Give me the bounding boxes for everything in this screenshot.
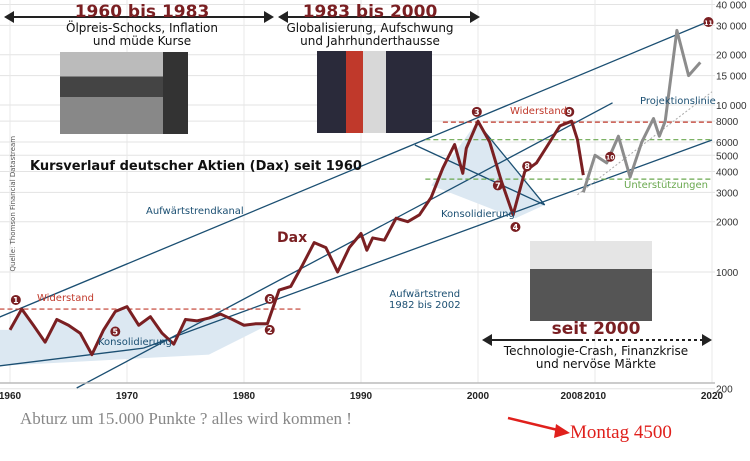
era-1-subtitle: Ölpreis-Schocks, Inflation und müde Kurse [66,21,218,48]
y-tick-label: 2000 [716,218,739,229]
trend-lines [0,19,713,389]
y-tick-label: 30 000 [716,21,747,32]
label-aufwaertstrendkanal: Aufwärtstrendkanal [146,206,244,217]
era-arrows [4,11,712,438]
y-tick-label: 20 000 [716,51,747,62]
x-tick-label: 2000 [467,391,490,402]
marker-label: 3 [474,108,480,117]
footer-montag: Montag 4500 [570,422,672,443]
markers: 1 2 3 4 5 6 7 8 9 10 11 [10,17,714,337]
marker-label: 1 [13,296,19,305]
x-tick-label: 1970 [116,391,139,402]
x-tick-label: 1980 [233,391,256,402]
label-konsolidierung-1: Konsolidierung [98,337,172,348]
era-2-subtitle: Globalisierung, Aufschwung und Jahrhunder… [286,21,454,48]
y-tick-label: 40 000 [716,0,747,11]
konsolidierung-area-2 [431,122,545,219]
red-arrow-head-icon [554,424,570,438]
trend-line [143,139,713,349]
y-tick-label: 6000 [716,138,739,149]
marker-circle [605,151,616,162]
marker-circle [510,221,521,232]
y-tick-label: 4000 [716,167,739,178]
marker-circle [703,17,714,28]
x-tick-label: 2010 [584,391,607,402]
y-tick-label: 8000 [716,117,739,128]
marker-circle [492,180,503,191]
arrow-right-icon [470,11,480,23]
arrow-right-icon [702,334,712,346]
x-tick-label: 2008 [560,391,583,402]
x-tick-label: 1960 [0,391,22,402]
label-projektionslinie: Projektionslinie [640,96,716,107]
x-tick-label: 1990 [350,391,373,402]
label-dax: Dax [277,230,308,246]
photo-reagan-gorbachev [317,51,432,133]
marker-label: 4 [513,223,519,232]
marker-label: 2 [267,326,273,335]
era-3-title: seit 2000 [551,319,641,339]
marker-label: 8 [524,162,530,171]
marker-circle [522,161,533,172]
label-widerstand-2: Widerstand [510,106,568,117]
marker-label: 7 [495,181,501,190]
marker-label: 5 [113,328,119,337]
marker-circle [264,324,275,335]
label-aufwaertstrend: Aufwärtstrend 1982 bis 2002 [389,289,461,311]
projection-line-line [577,91,713,196]
trend-line [76,102,613,389]
era-3-subtitle: Technologie-Crash, Finanzkrise und nervös… [503,344,689,371]
label-konsolidierung-2: Konsolidierung [441,209,515,220]
source-note: Quelle: Thomson Financial Datastream [9,135,18,272]
arrow-left-icon [278,11,288,23]
konsolidierung-area-1 [0,309,268,366]
marker-circle [110,326,121,337]
chart-title: Kursverlauf deutscher Aktien (Dax) seit … [30,159,362,174]
y-tick-label: 3000 [716,188,739,199]
marker-label: 6 [267,295,273,304]
marker-label: 11 [704,20,712,27]
trend-line [0,347,144,367]
y-axis: 200 1000 2000 3000 4000 5000 6000 8000 10 000 15 … [716,0,747,395]
photo-autobahn-cyclists [60,52,188,134]
y-tick-label: 200 [716,385,733,396]
trend-line [0,19,713,318]
y-tick-label: 5000 [716,151,739,162]
footer-comment: Abturz um 15.000 Punkte ? alles wird kom… [20,409,352,428]
marker-circle [10,294,21,305]
y-tick-label: 10 000 [716,101,747,112]
marker-label: 9 [566,108,572,117]
marker-label: 10 [606,155,614,162]
marker-circle [264,293,275,304]
arrow-left-icon [482,334,492,346]
y-tick-label: 15 000 [716,72,747,83]
trend-line [476,121,546,206]
series [8,28,702,357]
y-tick-label: 1000 [716,268,739,279]
arrow-right-icon [264,11,274,23]
marker-circle [564,106,575,117]
arrow-left-icon [4,11,14,23]
label-widerstand-1: Widerstand [37,293,95,304]
era-1-title: 1960 bis 1983 [74,2,210,22]
photo-traders [530,241,652,321]
series-projektion [581,28,702,193]
trend-line [414,144,545,206]
shaded-areas [0,122,545,366]
label-unterstuetzungen: Unterstützungen [624,180,708,191]
series-dax [8,119,585,357]
marker-circle [471,106,482,117]
era-2-title: 1983 bis 2000 [302,2,438,22]
x-tick-label: 2020 [701,391,724,402]
x-axis: 1960 1970 1980 1990 2000 2008 2010 2020 [0,382,724,402]
